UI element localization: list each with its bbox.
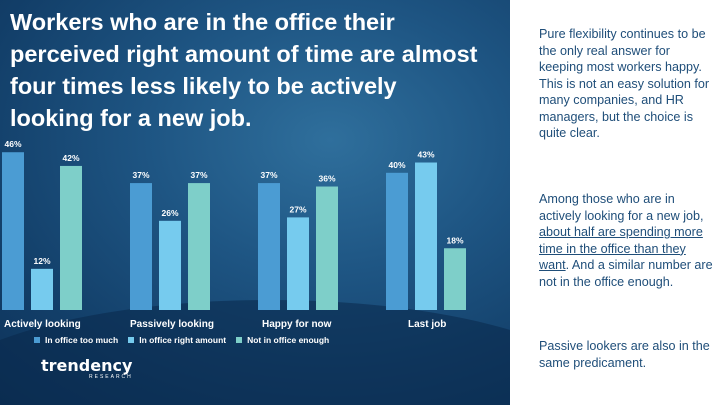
- category-label-2: Happy for now: [262, 319, 332, 330]
- legend-item-too-much: In office too much: [34, 335, 118, 345]
- data-label-0-1: 12%: [33, 256, 50, 266]
- legend-swatch-right-amount: [128, 337, 135, 343]
- p2-end: . And a similar number are not in the of…: [539, 258, 713, 289]
- p2-start: Among those who are in actively looking …: [539, 192, 704, 223]
- bar-chart: 46% 12% 42% Actively looking 37% 26% 37% Passiv…: [2, 139, 466, 330]
- bar-3-2: [444, 248, 466, 310]
- data-label-0-0: 46%: [4, 139, 21, 149]
- bar-2-2: [316, 186, 338, 310]
- data-label-2-2: 36%: [318, 174, 335, 184]
- data-label-3-1: 43%: [417, 150, 434, 160]
- bar-1-0: [130, 183, 152, 310]
- legend-item-not-enough: Not in office enough: [236, 335, 329, 345]
- data-label-0-2: 42%: [62, 153, 79, 163]
- page-title: Workers who are in the office their perc…: [10, 9, 478, 131]
- bar-1-2: [188, 183, 210, 310]
- data-label-1-2: 37%: [190, 170, 207, 180]
- trendency-logo: trendency RESEARCH: [41, 356, 133, 380]
- bar-1-1: [159, 220, 181, 310]
- data-label-2-1: 27%: [289, 204, 306, 214]
- commentary-panel: Pure flexibility continues to be the onl…: [510, 0, 720, 405]
- legend-swatch-too-much: [34, 337, 40, 343]
- legend-swatch-not-enough: [236, 337, 243, 343]
- category-label-3: Last job: [408, 319, 446, 330]
- bar-0-0: [2, 152, 24, 310]
- chart-legend: In office too much In office right amoun…: [34, 335, 329, 345]
- logo-wordmark: trendency: [41, 356, 133, 375]
- data-label-2-0: 37%: [260, 170, 277, 180]
- commentary-paragraph-1: Pure flexibility continues to be the onl…: [539, 27, 710, 140]
- legend-label: In office too much: [45, 335, 119, 345]
- commentary-paragraph-3: Passive lookers are also in the same pre…: [539, 339, 710, 370]
- legend-label: Not in office enough: [247, 335, 330, 345]
- category-label-0: Actively looking: [4, 319, 81, 330]
- data-label-1-1: 26%: [161, 208, 178, 218]
- legend-item-right-amount: In office right amount: [128, 335, 226, 345]
- bar-0-1: [31, 268, 53, 310]
- bar-2-1: [287, 217, 309, 310]
- bar-0-2: [60, 165, 82, 310]
- logo-subtitle: RESEARCH: [89, 374, 133, 380]
- legend-label: In office right amount: [139, 335, 227, 345]
- data-label-3-2: 18%: [446, 235, 463, 245]
- data-label-3-0: 40%: [388, 160, 405, 170]
- commentary-paragraph-2: Among those who are in actively looking …: [539, 191, 717, 290]
- bar-3-0: [386, 172, 408, 310]
- data-label-1-0: 37%: [132, 170, 149, 180]
- bar-3-1: [415, 162, 437, 310]
- p2-underlined: about half are spending more time in the…: [539, 225, 703, 272]
- bar-2-0: [258, 183, 280, 310]
- category-label-1: Passively looking: [130, 319, 214, 330]
